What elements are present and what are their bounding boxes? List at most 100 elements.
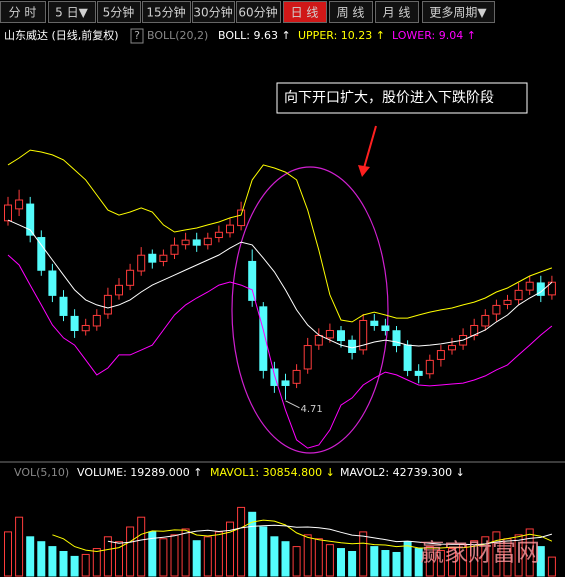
annotation-box bbox=[276, 82, 528, 114]
watermark: 赢家财富网 bbox=[420, 539, 540, 567]
help-box[interactable] bbox=[130, 28, 144, 44]
tab-label[interactable]: 5分钟 bbox=[103, 5, 135, 20]
volume-bar bbox=[325, 544, 334, 577]
tab-label[interactable]: 分 时 bbox=[9, 6, 37, 20]
volume-bar bbox=[70, 555, 79, 577]
mavol-line bbox=[107, 524, 553, 546]
candle-body bbox=[392, 330, 401, 347]
candle-body bbox=[348, 339, 357, 353]
volume-legend: VOLUME: 19289.000 ↑ bbox=[77, 466, 202, 479]
volume-bar bbox=[403, 541, 412, 577]
volume-bar bbox=[337, 548, 345, 577]
candle-body bbox=[81, 324, 90, 332]
volume-bar bbox=[81, 553, 90, 577]
candle-body bbox=[303, 345, 312, 370]
tab[interactable] bbox=[192, 1, 235, 23]
tab[interactable] bbox=[375, 1, 419, 23]
tab[interactable] bbox=[97, 1, 141, 23]
legend-entry: MAVOL2: 42739.300 ↓ bbox=[340, 466, 465, 479]
candle-body bbox=[503, 299, 512, 305]
candle-body bbox=[37, 237, 46, 271]
volume-bar bbox=[436, 550, 445, 577]
candle-body bbox=[259, 306, 268, 371]
volume-bar bbox=[26, 536, 35, 577]
legend-entry: UPPER: 10.23 ↑ bbox=[298, 29, 385, 42]
toolbar: 分 时 5 日▼ 5分钟 15分钟 30分钟 60分钟日 线 周 线 月 线 更多周期▼ bbox=[0, 1, 495, 23]
candle-body bbox=[148, 253, 157, 263]
tab-label[interactable]: 60分钟 bbox=[238, 5, 277, 20]
candle-body bbox=[15, 199, 24, 210]
candle-body bbox=[59, 296, 68, 316]
tab[interactable] bbox=[283, 1, 327, 23]
tab-label[interactable]: 30分钟 bbox=[193, 5, 232, 20]
legend-entry: BOLL: 9.63 ↑ bbox=[218, 29, 291, 42]
candle-body bbox=[115, 284, 123, 296]
candle-body bbox=[381, 325, 390, 331]
tab[interactable] bbox=[48, 1, 96, 23]
volume-bar bbox=[15, 516, 24, 577]
candle-body bbox=[325, 329, 334, 339]
volume-bar bbox=[203, 536, 212, 577]
candle-body bbox=[403, 344, 412, 371]
tab[interactable] bbox=[329, 1, 373, 23]
candle-body bbox=[248, 260, 257, 301]
volume-bar bbox=[281, 541, 290, 577]
candle-body bbox=[192, 239, 201, 246]
tab[interactable] bbox=[142, 1, 191, 23]
candle-body bbox=[159, 254, 168, 262]
volume-bar bbox=[425, 546, 434, 577]
indicator[interactable]: BOLL(20,2) bbox=[147, 29, 208, 42]
volume-bar bbox=[514, 534, 523, 577]
stock-title: 山东威达 (日线,前复权) bbox=[4, 28, 119, 42]
candle-body bbox=[448, 345, 456, 351]
tab[interactable] bbox=[236, 1, 281, 23]
low-label: 4.71 bbox=[301, 404, 323, 415]
candle-body bbox=[436, 350, 445, 360]
candle-body bbox=[203, 237, 212, 246]
candle-body bbox=[492, 304, 501, 315]
volume-bar bbox=[192, 540, 201, 577]
highlight-ellipse bbox=[231, 166, 389, 454]
volume-bar bbox=[170, 534, 179, 577]
candle-body bbox=[270, 368, 279, 386]
candle-body bbox=[70, 315, 79, 331]
volume-bar bbox=[248, 511, 257, 577]
volume-bar bbox=[525, 528, 534, 577]
candle-body bbox=[237, 209, 246, 227]
tab[interactable] bbox=[0, 1, 46, 23]
volume-bar bbox=[392, 551, 401, 577]
tab-label[interactable]: 月 线 bbox=[383, 6, 411, 20]
volume-bar bbox=[259, 526, 268, 577]
volume-bar bbox=[237, 506, 246, 577]
arrow-head bbox=[358, 165, 370, 177]
volume-bar bbox=[59, 551, 68, 577]
tab-label[interactable]: 日 线 bbox=[291, 6, 319, 20]
candle-body bbox=[525, 281, 534, 291]
candle-body bbox=[170, 244, 179, 255]
volume-bar bbox=[92, 548, 101, 577]
volume-title[interactable]: VOL(5,10) bbox=[14, 466, 69, 479]
volume-bar bbox=[292, 546, 301, 577]
candle-body bbox=[481, 314, 490, 327]
annotation: 向下开口扩大，股价进入下跌阶段 bbox=[284, 90, 494, 106]
candle-body bbox=[48, 270, 57, 296]
candle-body bbox=[414, 370, 423, 376]
candle-body bbox=[359, 319, 368, 351]
volume-bar bbox=[214, 531, 223, 577]
band-line bbox=[7, 219, 553, 349]
candle-body bbox=[425, 359, 434, 375]
tab-label[interactable]: 更多周期▼ bbox=[429, 6, 487, 20]
tab-label[interactable]: 周 线 bbox=[337, 6, 365, 20]
volume-bar bbox=[359, 531, 368, 577]
tab-label[interactable]: 5 日▼ bbox=[55, 6, 88, 20]
volume-bar bbox=[314, 538, 323, 577]
help[interactable]: ? bbox=[134, 29, 140, 42]
tab-label[interactable]: 15分钟 bbox=[146, 5, 185, 20]
volume-bar bbox=[148, 531, 157, 577]
band-line bbox=[7, 149, 553, 323]
candle-body bbox=[281, 380, 290, 386]
volume-bar bbox=[226, 521, 234, 577]
tab[interactable] bbox=[422, 1, 495, 23]
candle-body bbox=[92, 314, 101, 327]
